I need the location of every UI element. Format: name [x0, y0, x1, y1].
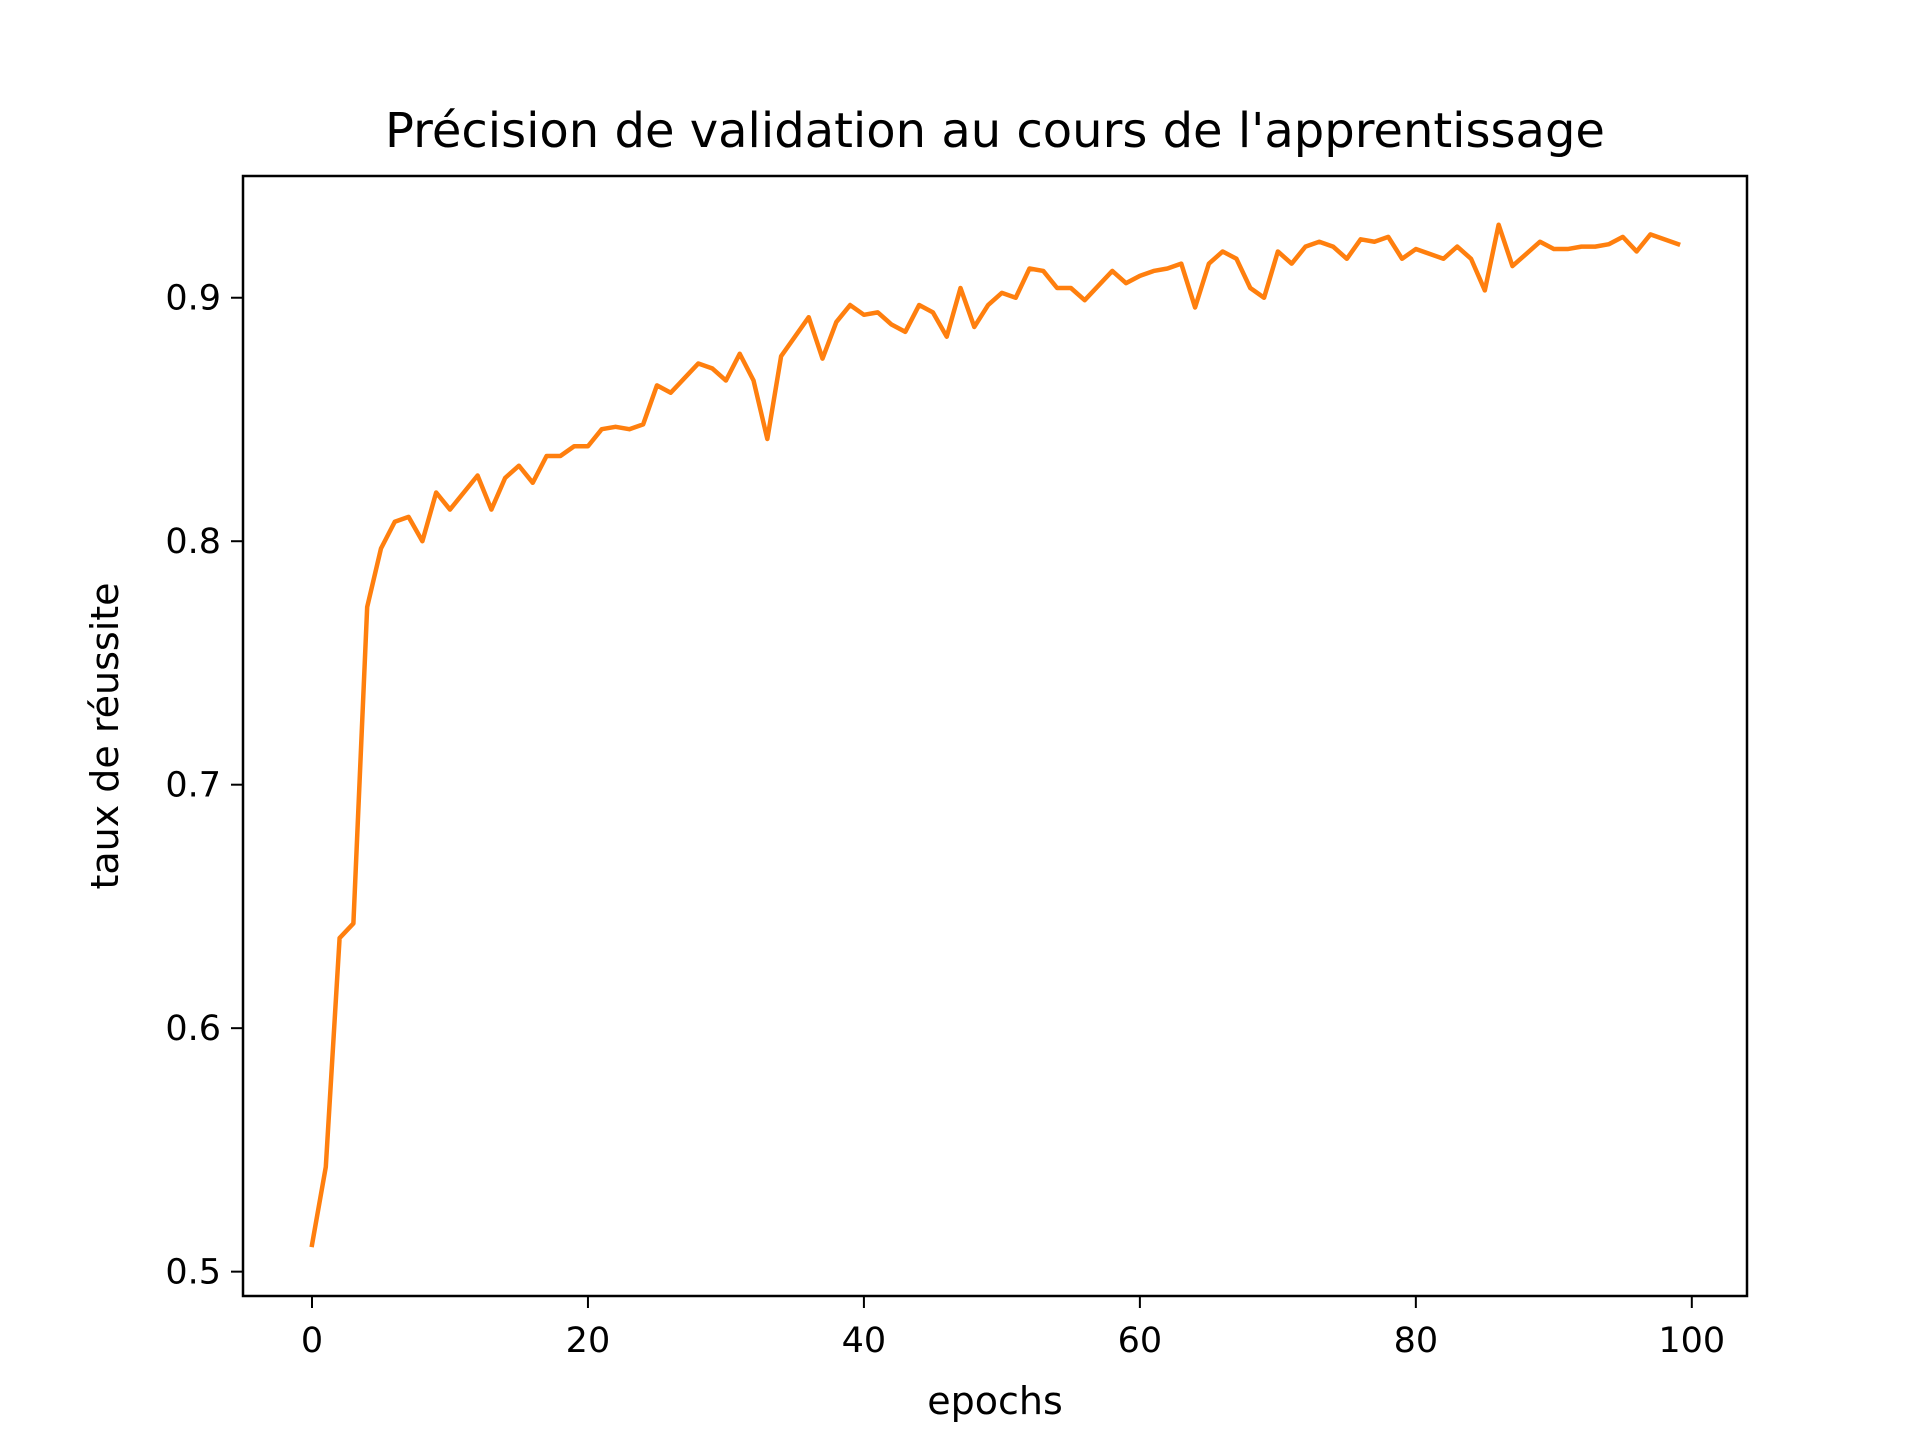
x-tick-label: 80 — [1394, 1321, 1439, 1361]
y-axis: 0.5 0.6 0.7 0.8 0.9 — [165, 279, 243, 1293]
plot-area — [309, 222, 1681, 1248]
x-tick-label: 0 — [301, 1321, 323, 1361]
chart-title: Précision de validation au cours de l'ap… — [385, 103, 1605, 159]
x-tick-label: 100 — [1658, 1321, 1725, 1361]
y-tick-label: 0.8 — [165, 522, 221, 562]
series-line-0 — [309, 222, 1681, 1248]
y-tick-label: 0.5 — [165, 1253, 221, 1293]
x-tick-label: 60 — [1118, 1321, 1163, 1361]
plot-frame — [241, 174, 1749, 1298]
y-axis-label: taux de réussite — [83, 582, 127, 889]
x-tick-label: 20 — [566, 1321, 611, 1361]
x-axis: 0 20 40 60 80 100 — [301, 1296, 1725, 1361]
y-tick-label: 0.6 — [165, 1009, 221, 1049]
y-tick-label: 0.7 — [165, 766, 221, 806]
x-axis-label: epochs — [927, 1379, 1063, 1423]
y-tick-label: 0.9 — [165, 279, 221, 319]
x-tick-label: 40 — [842, 1321, 887, 1361]
